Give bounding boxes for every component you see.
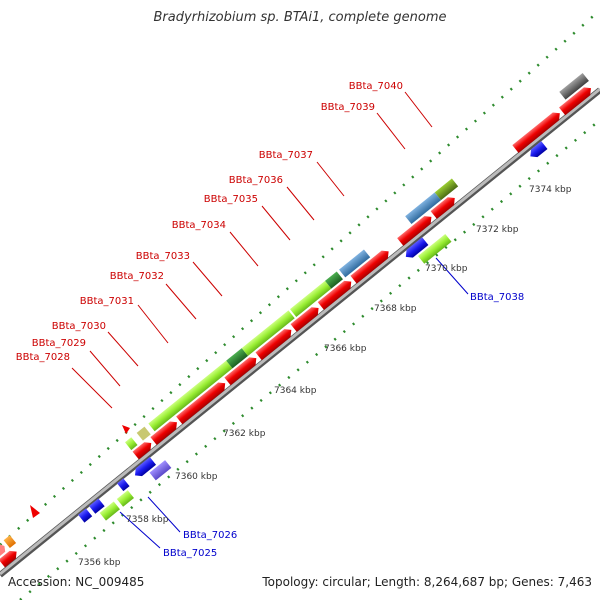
cds-forward-steel[interactable]	[405, 192, 442, 225]
cds-reverse-purple[interactable]	[149, 460, 172, 481]
cds-forward-green[interactable]	[241, 310, 295, 356]
kbp-label: 7372 kbp	[476, 225, 519, 235]
cds-reverse-blue[interactable]	[117, 478, 130, 492]
kbp-label: 7374 kbp	[529, 185, 572, 195]
cds-forward[interactable]	[559, 84, 594, 116]
cds-reverse-green[interactable]	[417, 234, 452, 264]
gene-label-bbta-7038[interactable]: BBta_7038	[470, 292, 524, 303]
cds-reverse-blue[interactable]	[89, 498, 105, 514]
kbp-scale-labels: 7356 kbp 7358 kbp 7360 kbp 7362 kbp 7364…	[78, 185, 572, 568]
cds-reverse-green[interactable]	[116, 490, 134, 507]
cds-forward[interactable]	[397, 213, 434, 246]
cds-forward[interactable]	[290, 304, 322, 332]
cds-reverse-blue[interactable]	[78, 508, 93, 523]
gene-label-bbta-7035[interactable]: BBta_7035	[204, 194, 258, 205]
cds-pink[interactable]	[0, 542, 8, 557]
tick-tracks	[0, 9, 600, 601]
cds-reverse-blue[interactable]	[132, 457, 157, 479]
gene-label-bbta-7040[interactable]: BBta_7040	[349, 81, 403, 92]
cds-forward-olive[interactable]	[434, 178, 459, 201]
kbp-label: 7368 kbp	[374, 304, 417, 314]
gene-label-bbta-7031[interactable]: BBta_7031	[80, 296, 134, 307]
kbp-label: 7366 kbp	[324, 344, 367, 354]
kbp-label: 7370 kbp	[425, 264, 468, 274]
cds-forward-small[interactable]	[30, 505, 40, 518]
gene-label-bbta-7037[interactable]: BBta_7037	[259, 150, 313, 161]
forward-gene-labels: BBta_7028 BBta_7029 BBta_7030 BBta_7031 …	[16, 81, 403, 363]
cds-forward[interactable]	[512, 109, 563, 153]
cds-reverse-green[interactable]	[99, 501, 120, 521]
kbp-label: 7360 kbp	[175, 472, 218, 482]
cds-forward-darkgreen[interactable]	[325, 271, 343, 289]
kbp-label: 7356 kbp	[78, 558, 121, 568]
cds-forward[interactable]	[430, 194, 458, 219]
feature-strands	[0, 73, 594, 568]
gene-label-bbta-7028[interactable]: BBta_7028	[16, 352, 70, 363]
kbp-label: 7362 kbp	[223, 429, 266, 439]
reverse-callout-lines	[119, 257, 469, 549]
cds-forward-green[interactable]	[125, 437, 138, 451]
outer-tick-track	[0, 9, 600, 546]
map-title: Bradyrhizobium sp. BTAi1, complete genom…	[153, 10, 447, 25]
gene-label-bbta-7032[interactable]: BBta_7032	[110, 271, 164, 282]
kbp-label: 7358 kbp	[126, 515, 169, 525]
cds-forward[interactable]	[0, 548, 20, 568]
gene-label-bbta-7036[interactable]: BBta_7036	[229, 175, 283, 186]
cds-forward[interactable]	[132, 439, 155, 460]
gene-label-bbta-7026[interactable]: BBta_7026	[183, 530, 237, 541]
cds-forward[interactable]	[255, 326, 295, 361]
gene-label-bbta-7029[interactable]: BBta_7029	[32, 338, 86, 349]
cds-forward[interactable]	[224, 354, 259, 386]
cds-reverse-blue[interactable]	[403, 237, 429, 260]
gene-label-bbta-7025[interactable]: BBta_7025	[163, 548, 217, 559]
cds-forward-small[interactable]	[122, 425, 130, 434]
gene-label-bbta-7034[interactable]: BBta_7034	[172, 220, 226, 231]
cds-forward-steel[interactable]	[339, 249, 371, 278]
forward-callout-lines	[71, 91, 433, 409]
cds-forward-green[interactable]	[148, 360, 233, 432]
cds-orange[interactable]	[3, 535, 17, 549]
cds-reverse-blue[interactable]	[527, 141, 548, 160]
cds-forward-khaki[interactable]	[136, 426, 151, 441]
gene-label-bbta-7039[interactable]: BBta_7039	[321, 102, 375, 113]
cds-forward-darkgreen[interactable]	[226, 348, 249, 369]
cds-forward-gray[interactable]	[559, 73, 589, 100]
genome-backbone	[0, 87, 600, 578]
cds-forward[interactable]	[150, 418, 180, 445]
kbp-label: 7364 kbp	[274, 386, 317, 396]
genome-stats-label: Topology: circular; Length: 8,264,687 bp…	[262, 575, 592, 589]
gene-label-bbta-7033[interactable]: BBta_7033	[136, 251, 190, 262]
reverse-gene-labels: BBta_7025 BBta_7026 BBta_7038	[163, 292, 524, 559]
gene-label-bbta-7030[interactable]: BBta_7030	[52, 321, 106, 332]
cds-forward[interactable]	[176, 379, 228, 425]
cds-forward-green[interactable]	[290, 280, 332, 317]
backbone-line	[0, 87, 600, 576]
inner-tick-track	[19, 119, 600, 601]
cds-forward[interactable]	[350, 248, 391, 284]
cds-forward[interactable]	[317, 278, 355, 310]
accession-label: Accession: NC_009485	[8, 575, 145, 589]
